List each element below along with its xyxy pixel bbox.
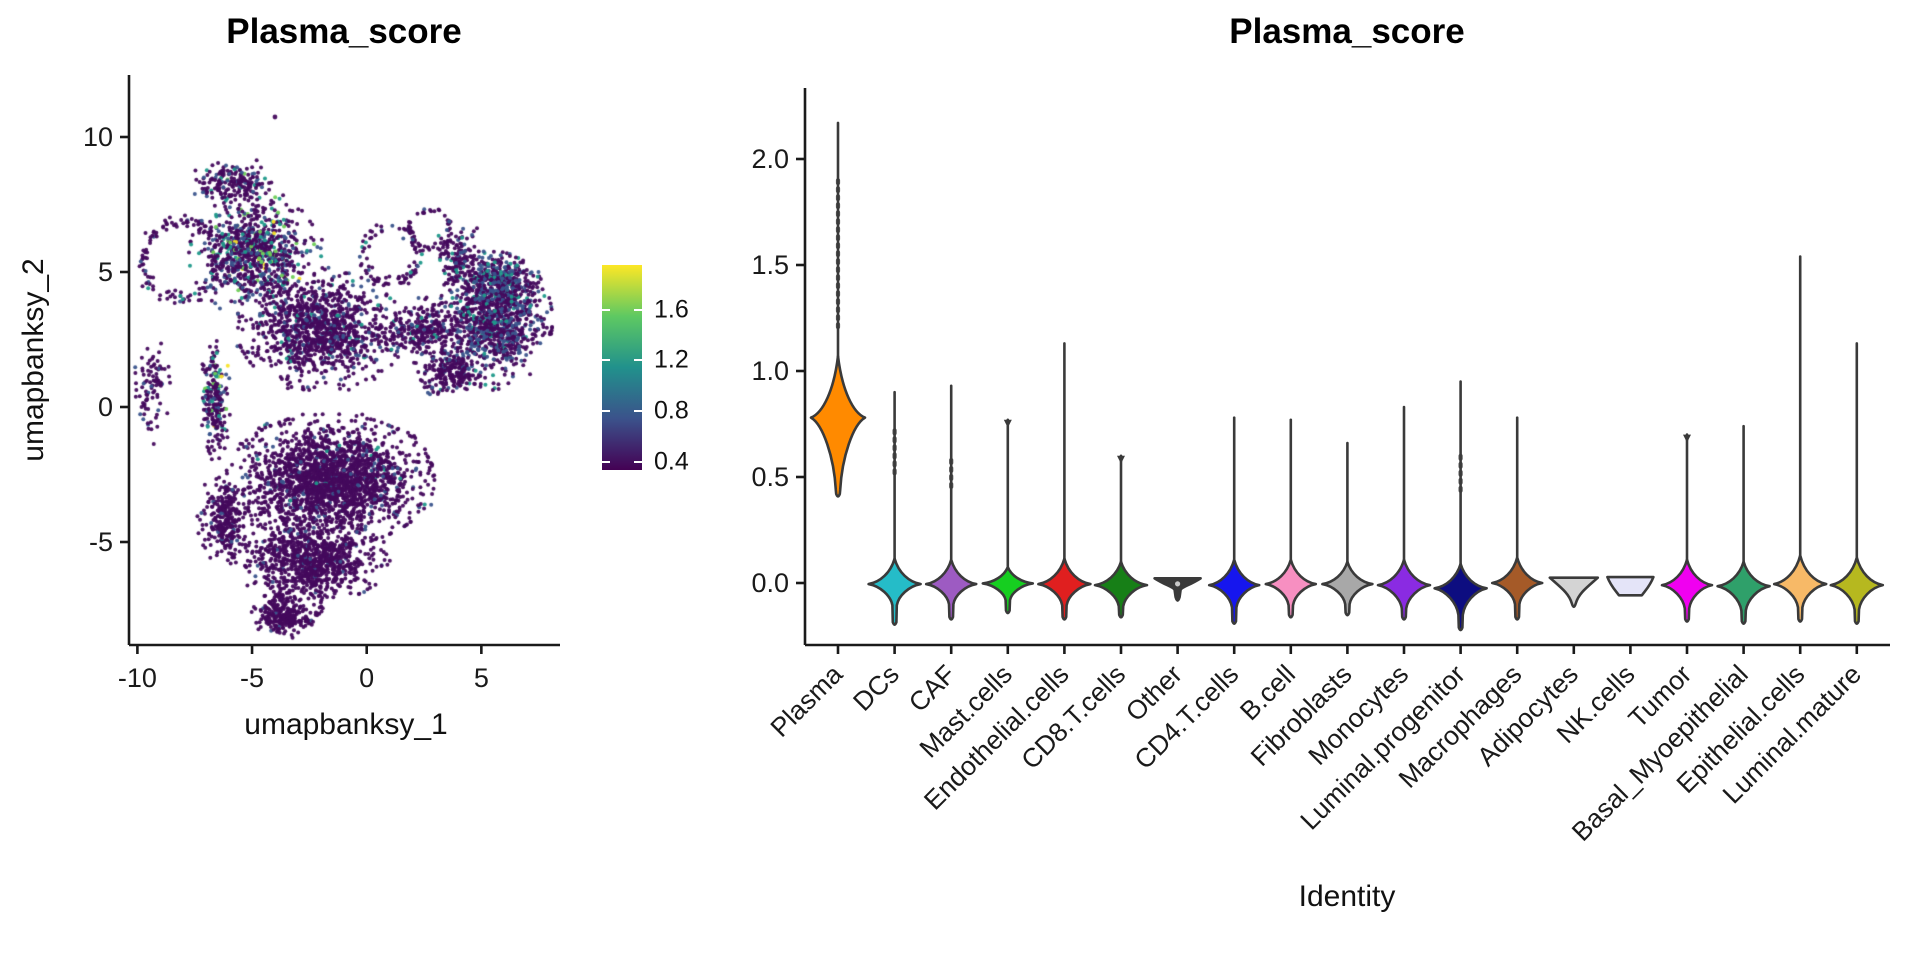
violin-CD4.T.cells xyxy=(1207,416,1261,625)
violin-x-axis-label: Identity xyxy=(1298,880,1396,913)
umap-y-tick-label: 10 xyxy=(83,122,113,152)
colorbar-gradient xyxy=(602,265,642,470)
violin-y-tick-label: 0.5 xyxy=(751,462,789,492)
umap-x-tick-label: -10 xyxy=(118,663,157,693)
umap-y-tick-label: 5 xyxy=(98,257,113,287)
violin-body xyxy=(1660,558,1714,623)
violin-tail-top-marker xyxy=(1683,434,1691,443)
violin-DCs xyxy=(867,390,922,627)
violin-body xyxy=(1772,554,1828,623)
colorbar-tick xyxy=(602,461,610,464)
violin-Tumor xyxy=(1660,433,1714,623)
violin-body xyxy=(1716,560,1771,625)
violin-tail-top-marker xyxy=(1117,455,1125,464)
colorbar-tick-label: 0.4 xyxy=(654,447,689,476)
umap-x-axis-label: umapbanksy_1 xyxy=(244,708,448,741)
colorbar-tick xyxy=(634,410,642,413)
colorbar-tick-label: 0.8 xyxy=(654,396,689,425)
violin-body xyxy=(1433,562,1488,632)
colorbar-tick xyxy=(634,461,642,464)
violin-Basal_Myoepithelial xyxy=(1716,424,1771,625)
violin-Macrophages xyxy=(1490,416,1544,621)
colorbar-tick xyxy=(602,410,610,413)
violin-body xyxy=(1829,556,1885,625)
violin-Luminal.mature xyxy=(1829,342,1885,625)
violin-y-tick-label: 1.5 xyxy=(751,250,789,280)
violin-Luminal.progenitor xyxy=(1433,380,1488,632)
colorbar-tick-label: 1.6 xyxy=(654,295,689,324)
violin-y-tick-label: 1.0 xyxy=(751,356,789,386)
violin-body xyxy=(924,558,978,621)
violin-CD8.T.cells xyxy=(1093,454,1149,619)
violin-body xyxy=(1037,557,1092,621)
violin-panel-title: Plasma_score xyxy=(1229,12,1465,51)
umap-x-tick-label: -5 xyxy=(240,663,264,693)
violin-body xyxy=(1093,560,1149,619)
colorbar-legend: 1.6 1.2 0.8 0.4 xyxy=(602,265,689,476)
violin-CAF xyxy=(924,384,978,621)
violin-B.cell xyxy=(1264,418,1318,619)
violin-body xyxy=(1490,556,1544,621)
violin-Fibroblasts xyxy=(1321,441,1374,617)
violin-body xyxy=(981,565,1035,615)
violin-body xyxy=(1321,560,1374,617)
violin-median-dot xyxy=(1175,581,1181,587)
violin-body xyxy=(1548,576,1600,609)
colorbar-tick xyxy=(634,359,642,362)
violin-tail-top-marker xyxy=(1003,419,1012,428)
violin-Plasma xyxy=(809,121,867,498)
violin-Monocytes xyxy=(1376,405,1432,621)
umap-x-tick-label: 0 xyxy=(359,663,374,693)
category-label: DCs xyxy=(847,659,905,717)
violin-body xyxy=(1264,558,1318,619)
umap-panel-title: Plasma_score xyxy=(226,12,462,51)
violin-body xyxy=(867,557,922,627)
violin-body xyxy=(1376,558,1432,621)
colorbar-tick-label: 1.2 xyxy=(654,345,689,374)
violin-Adipocytes xyxy=(1548,576,1600,609)
violin-Epithelial.cells xyxy=(1772,255,1828,623)
violin-y-tick-label: 2.0 xyxy=(751,144,789,174)
colorbar-tick xyxy=(602,308,610,311)
violin-body xyxy=(1207,558,1261,625)
umap-x-tick-label: 5 xyxy=(474,663,489,693)
umap-y-tick-label: 0 xyxy=(98,392,113,422)
colorbar-tick xyxy=(634,308,642,311)
umap-y-tick-label: -5 xyxy=(89,527,113,557)
violin-Mast.cells xyxy=(981,418,1035,615)
violin-y-tick-label: 0.0 xyxy=(751,568,789,598)
violin-Endothelial.cells xyxy=(1037,342,1092,621)
violin-body xyxy=(1153,577,1202,602)
violin-NK.cells xyxy=(1606,575,1655,597)
colorbar-tick xyxy=(602,359,610,362)
violin-body xyxy=(809,354,867,498)
violin-body xyxy=(1606,575,1655,597)
category-label: Plasma xyxy=(765,659,849,743)
umap-y-axis-label: umapbanksy_2 xyxy=(17,258,50,462)
violin-Other xyxy=(1153,577,1202,602)
